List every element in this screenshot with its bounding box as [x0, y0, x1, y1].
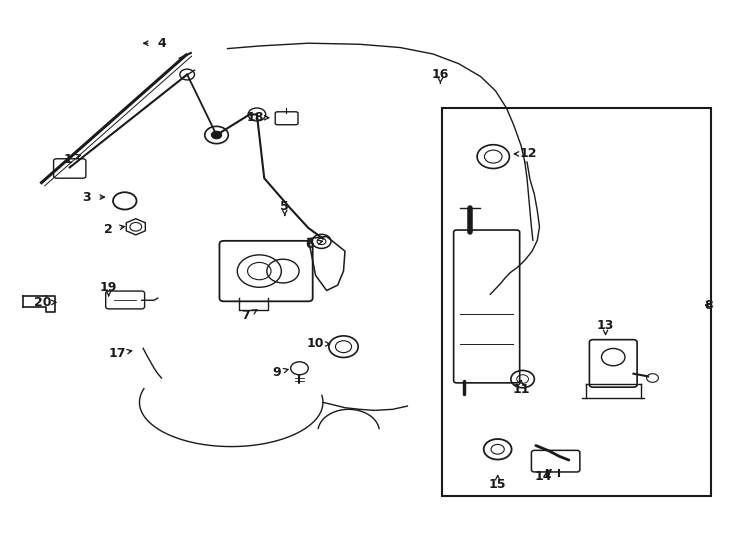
Text: 18: 18: [247, 111, 264, 124]
Text: 6: 6: [305, 238, 314, 251]
Text: 2: 2: [104, 223, 113, 236]
Text: 1: 1: [63, 153, 72, 166]
Text: 13: 13: [597, 319, 614, 332]
Circle shape: [211, 131, 222, 139]
Text: 10: 10: [307, 338, 324, 350]
Text: 4: 4: [157, 37, 166, 50]
Text: 9: 9: [272, 366, 281, 379]
Text: 7: 7: [241, 309, 250, 322]
Text: 19: 19: [100, 281, 117, 294]
Text: 5: 5: [280, 200, 289, 213]
Text: 17: 17: [109, 347, 126, 360]
Text: 15: 15: [489, 478, 506, 491]
Text: 12: 12: [520, 147, 537, 160]
Bar: [442, 108, 711, 496]
Text: 20: 20: [34, 296, 51, 309]
Text: 11: 11: [512, 383, 530, 396]
Text: 16: 16: [432, 68, 449, 81]
Text: 3: 3: [82, 191, 91, 204]
Text: 8: 8: [704, 299, 713, 312]
Text: 14: 14: [534, 470, 552, 483]
